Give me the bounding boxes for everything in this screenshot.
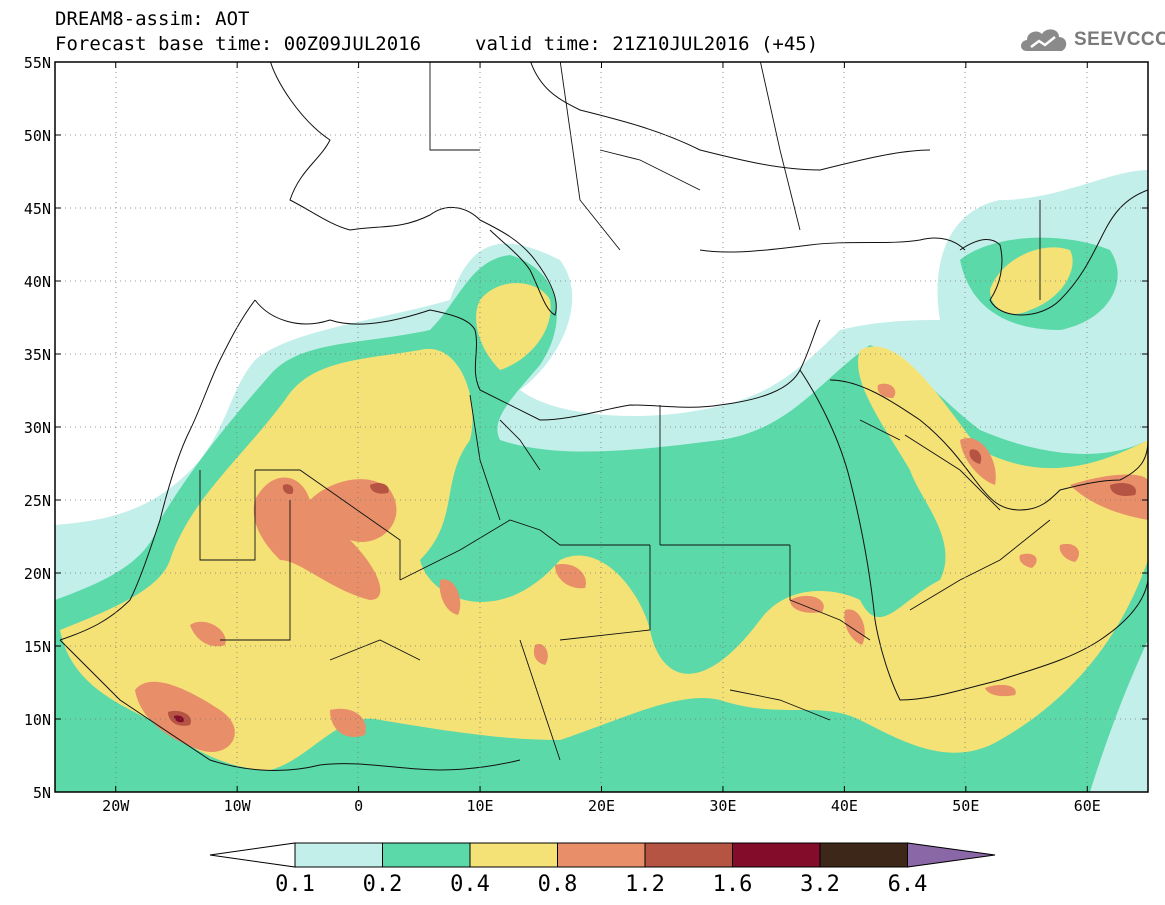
colorbar-level-label: 0.1 — [275, 872, 315, 897]
aot-band-0-8 — [135, 383, 1148, 752]
lon-tick-label: 0 — [354, 797, 363, 815]
colorbar-swatch — [557, 842, 646, 868]
colorbar-swatch — [294, 842, 383, 868]
colorbar-swatch — [644, 842, 733, 868]
colorbar-level-label: 1.6 — [712, 872, 753, 897]
aot-band-1-2 — [168, 449, 1136, 726]
lat-tick-label: 45N — [24, 200, 51, 218]
colorbar-swatch — [469, 842, 558, 868]
colorbar-labels: 0.1 0.2 0.4 0.8 1.2 1.6 3.2 6.4 — [0, 872, 1165, 898]
colorbar-swatch — [382, 842, 471, 868]
seevccc-logo: SEEVCCC — [1017, 23, 1165, 57]
lon-tick-label: 10E — [467, 797, 494, 815]
lon-tick-label: 50E — [952, 797, 979, 815]
country-borders — [199, 62, 1051, 761]
colorbar-level-label: 6.4 — [887, 872, 928, 897]
colorbar-level-label: 0.4 — [450, 872, 490, 897]
map-title: DREAM8-assim: AOT — [55, 8, 250, 30]
lat-tick-label: 50N — [24, 127, 51, 145]
colorbar — [209, 842, 996, 868]
lat-tick-label: 20N — [24, 565, 51, 583]
lat-tick-label: 25N — [24, 492, 51, 510]
colorbar-under-triangle — [209, 842, 296, 868]
forecast-base-time: Forecast base time: 00Z09JUL2016 — [55, 33, 422, 55]
lon-tick-label: 20W — [102, 797, 130, 815]
colorbar-level-label: 0.8 — [537, 872, 578, 897]
lat-tick-label: 5N — [33, 784, 51, 802]
lon-tick-label: 30E — [709, 797, 736, 815]
colorbar-swatch — [819, 842, 908, 868]
cloud-icon — [1021, 29, 1067, 51]
lat-tick-label: 35N — [24, 346, 51, 364]
coastlines — [59, 62, 1148, 771]
lat-tick-label: 10N — [24, 711, 51, 729]
valid-time: valid time: 21Z10JUL2016 (+45) — [475, 33, 819, 55]
logo-text: SEEVCCC — [1074, 29, 1165, 50]
colorbar-swatch — [732, 842, 821, 868]
lat-tick-label: 30N — [24, 419, 51, 437]
lon-tick-label: 10W — [224, 797, 252, 815]
colorbar-level-label: 1.2 — [625, 872, 665, 897]
lon-tick-label: 60E — [1074, 797, 1101, 815]
lat-tick-label: 40N — [24, 273, 51, 291]
aot-band-1-6 — [174, 715, 184, 723]
aot-field — [55, 170, 1148, 792]
axis-ticks: 55N 50N 45N 40N 35N 30N 25N 20N 15N 10N 5N 20W 10W 0 1… — [24, 54, 1148, 815]
colorbar-level-label: 3.2 — [800, 872, 840, 897]
lon-tick-label: 40E — [831, 797, 858, 815]
graticule — [55, 62, 1148, 792]
lat-tick-label: 55N — [24, 54, 51, 72]
lon-tick-label: 20E — [588, 797, 615, 815]
aot-band-0-4 — [60, 247, 1148, 770]
colorbar-over-triangle — [907, 842, 996, 868]
lat-tick-label: 15N — [24, 638, 51, 656]
colorbar-level-label: 0.2 — [362, 872, 403, 897]
